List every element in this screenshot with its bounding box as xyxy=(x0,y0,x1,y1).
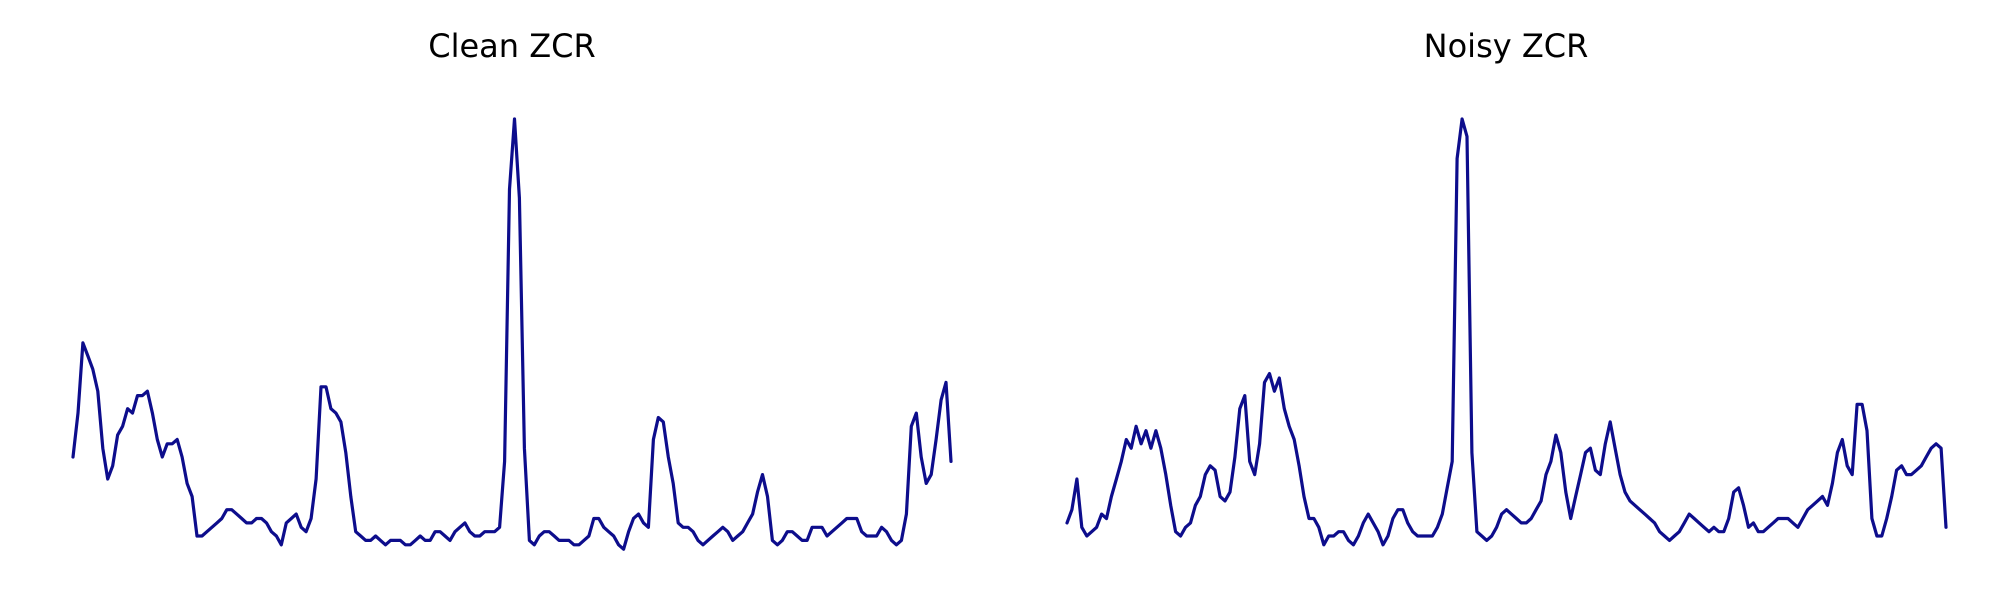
noisy-zcr-title: Noisy ZCR xyxy=(1424,27,1589,65)
clean-zcr-panel: Clean ZCR xyxy=(71,27,953,551)
noisy-zcr-panel: Noisy ZCR xyxy=(1065,27,1948,547)
clean-zcr-line xyxy=(71,117,953,551)
clean-zcr-title: Clean ZCR xyxy=(428,27,595,65)
noisy-zcr-line xyxy=(1065,117,1948,547)
